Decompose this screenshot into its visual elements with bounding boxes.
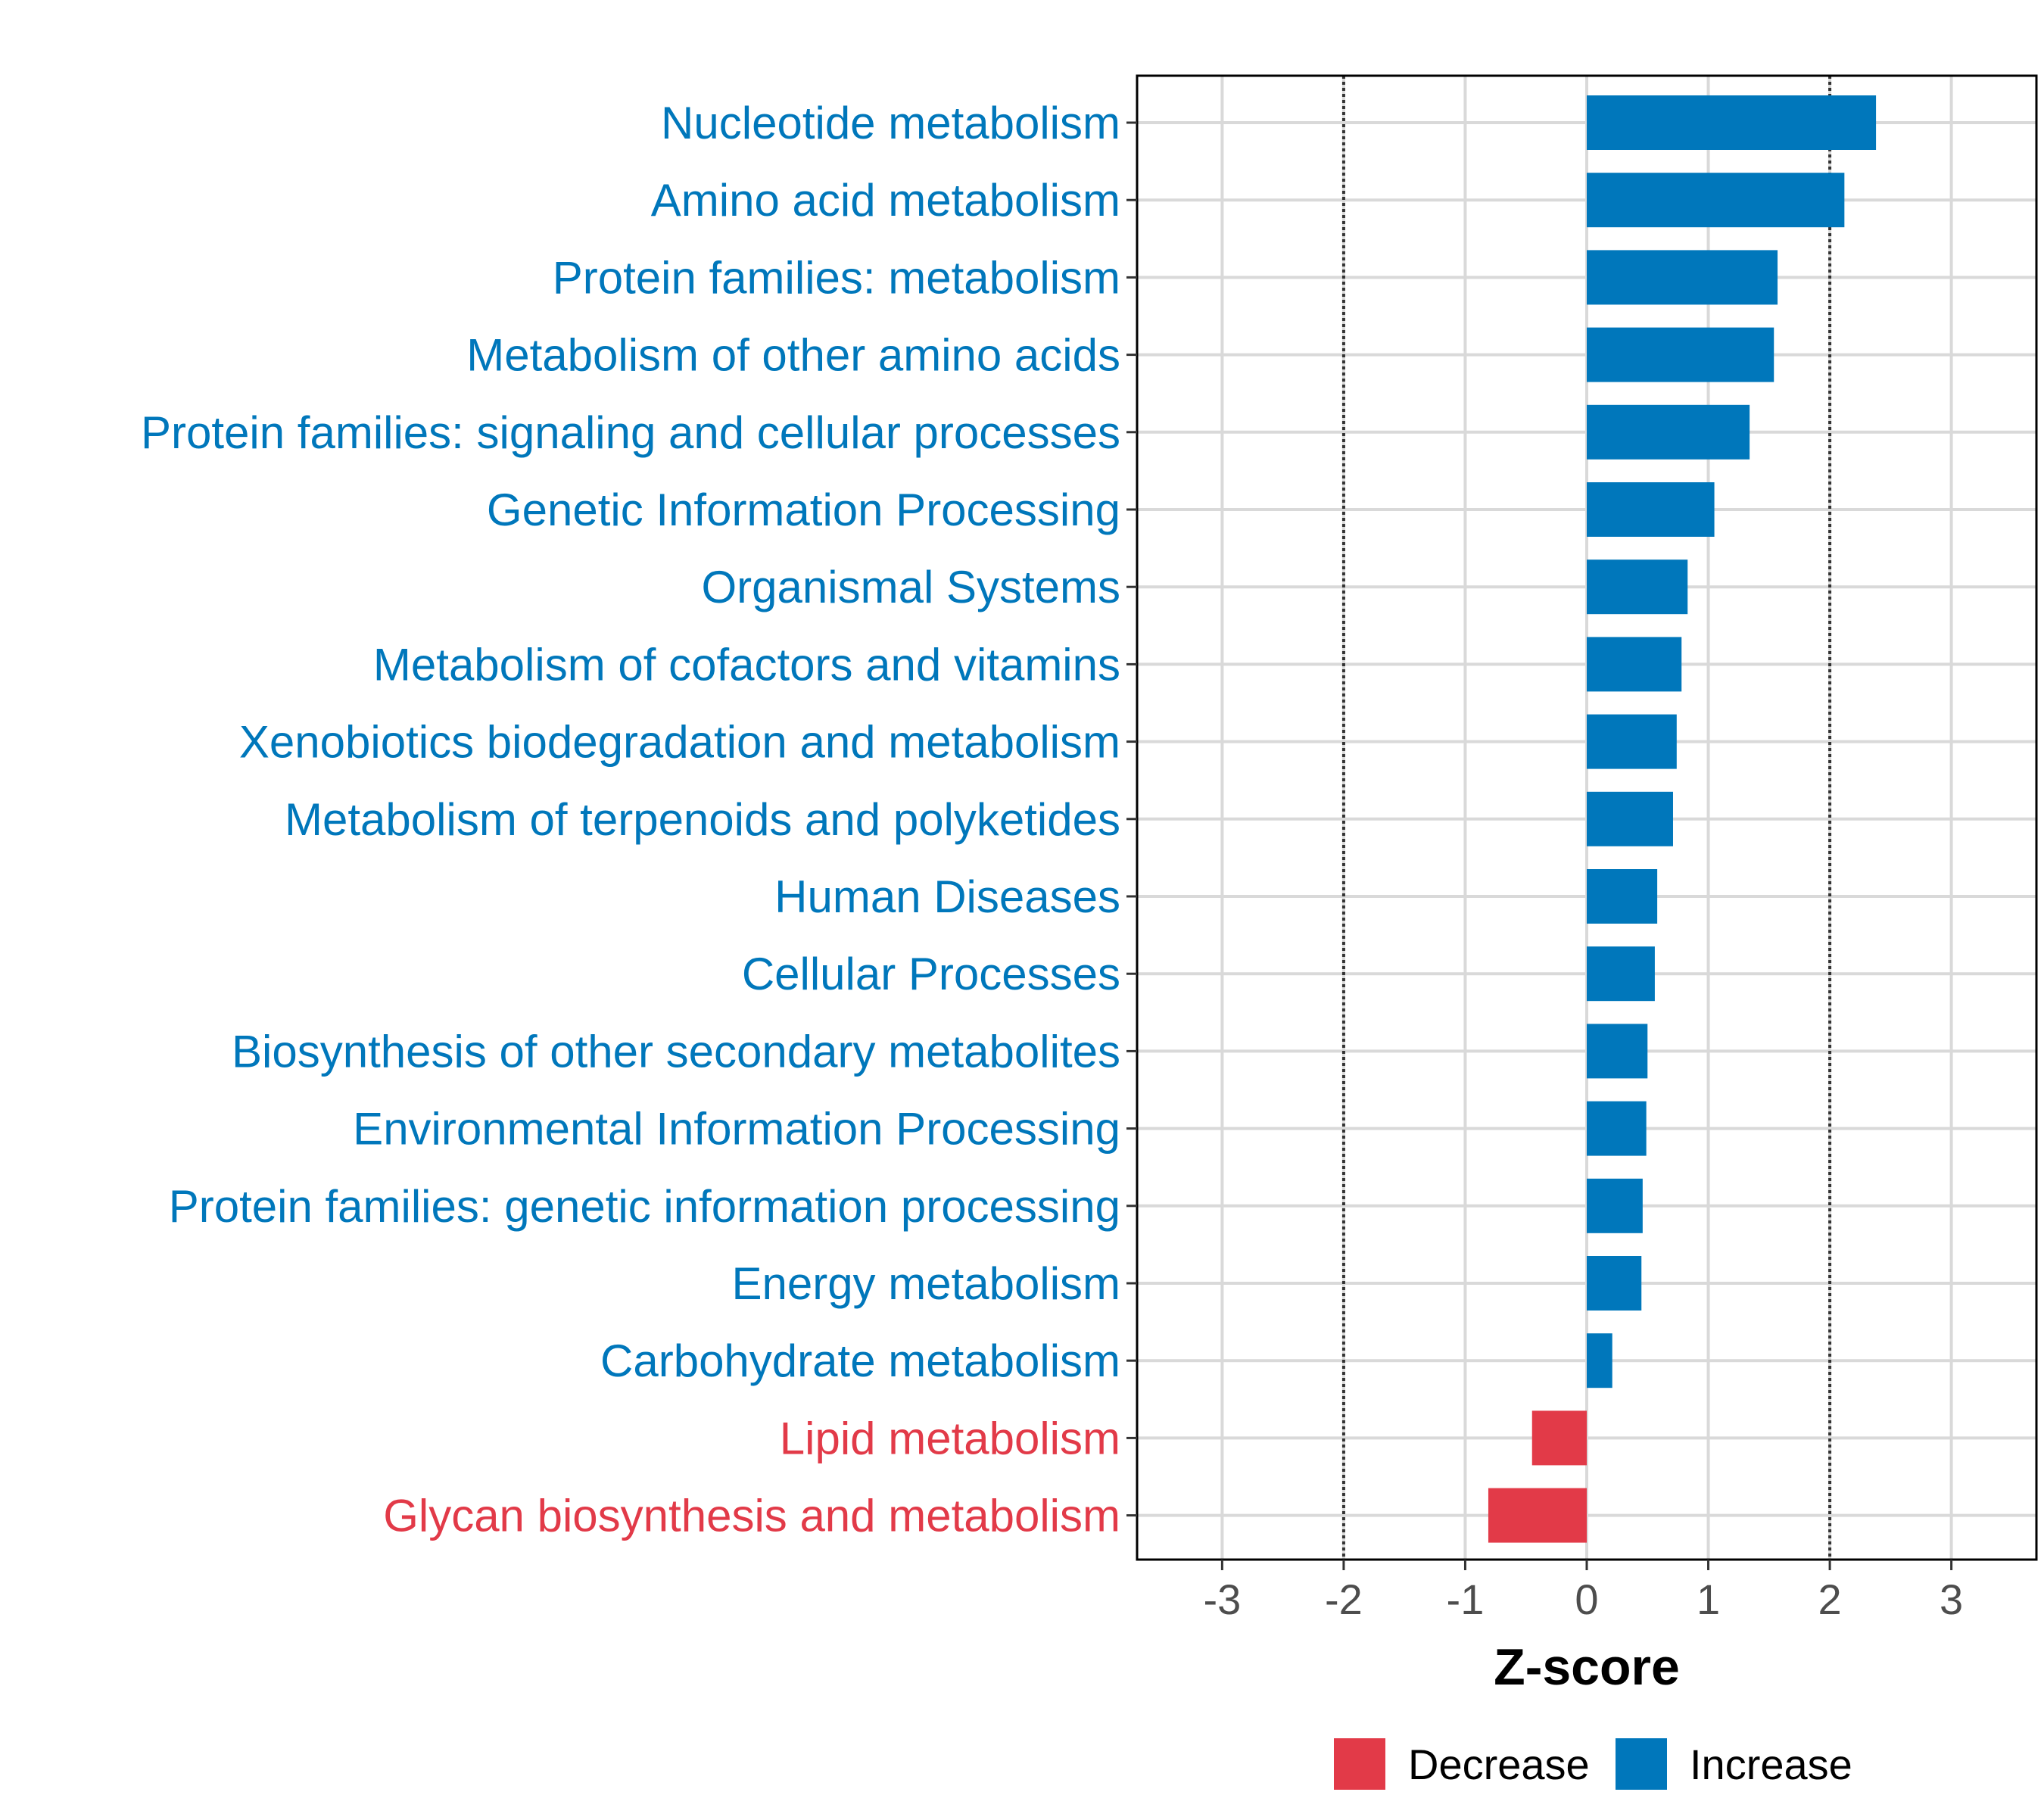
y-axis: Nucleotide metabolism Amino acid metaboli… — [141, 98, 1137, 1541]
bar — [1587, 559, 1688, 615]
category-label: Lipid metabolism — [780, 1413, 1120, 1463]
bar — [1531, 1410, 1587, 1466]
category-label: Organismal Systems — [702, 562, 1120, 612]
bar — [1587, 714, 1677, 769]
category-label: Metabolism of other amino acids — [466, 330, 1120, 381]
bar — [1587, 482, 1715, 537]
category-label: Human Diseases — [774, 871, 1120, 922]
category-label: Xenobiotics biodegradation and metabolis… — [239, 717, 1120, 768]
x-tick-label: -1 — [1447, 1575, 1485, 1623]
legend: Decrease Increase — [1334, 1738, 1852, 1790]
category-label: Genetic Information Processing — [487, 485, 1120, 535]
category-label: Glycan biosynthesis and metabolism — [383, 1491, 1120, 1541]
category-label: Amino acid metabolism — [651, 175, 1120, 226]
bar — [1587, 1256, 1642, 1311]
category-label: Environmental Information Processing — [353, 1104, 1120, 1155]
legend-swatch — [1334, 1738, 1385, 1790]
bar — [1587, 869, 1658, 924]
bar — [1587, 791, 1673, 846]
bar — [1587, 946, 1655, 1002]
category-label: Metabolism of cofactors and vitamins — [373, 639, 1120, 690]
category-label: Energy metabolism — [731, 1258, 1120, 1309]
bar — [1587, 327, 1774, 382]
bar — [1587, 250, 1778, 305]
bar — [1587, 404, 1750, 460]
x-tick-label: 2 — [1818, 1575, 1842, 1623]
category-label: Protein families: genetic information pr… — [169, 1181, 1120, 1232]
category-label: Protein families: metabolism — [553, 252, 1120, 303]
x-axis-title: Z-score — [1494, 1638, 1680, 1696]
x-tick-label: 1 — [1697, 1575, 1720, 1623]
bar — [1587, 95, 1877, 150]
x-axis: -3 -2 -1 0 1 2 3 — [1203, 1560, 1963, 1623]
reference-lines — [1341, 76, 1832, 1560]
category-label: Metabolism of terpenoids and polyketides — [285, 794, 1120, 845]
legend-label: Decrease — [1408, 1741, 1590, 1788]
category-label: Carbohydrate metabolism — [600, 1335, 1120, 1386]
legend-label: Increase — [1690, 1741, 1852, 1788]
x-tick-label: -2 — [1325, 1575, 1363, 1623]
bar — [1587, 1178, 1643, 1233]
legend-swatch — [1616, 1738, 1667, 1790]
bar — [1587, 637, 1682, 692]
bars — [1488, 95, 1877, 1543]
x-tick-label: 0 — [1575, 1575, 1598, 1623]
category-label: Cellular Processes — [742, 949, 1120, 999]
category-label: Nucleotide metabolism — [661, 98, 1120, 148]
bar — [1587, 1024, 1648, 1079]
bar — [1587, 173, 1845, 228]
bar — [1587, 1333, 1612, 1388]
category-label: Protein families: signaling and cellular… — [141, 407, 1120, 458]
x-tick-label: 3 — [1940, 1575, 1963, 1623]
bar — [1587, 1101, 1647, 1156]
bar — [1488, 1488, 1587, 1543]
x-tick-label: -3 — [1203, 1575, 1241, 1623]
category-label: Biosynthesis of other secondary metaboli… — [232, 1026, 1120, 1077]
